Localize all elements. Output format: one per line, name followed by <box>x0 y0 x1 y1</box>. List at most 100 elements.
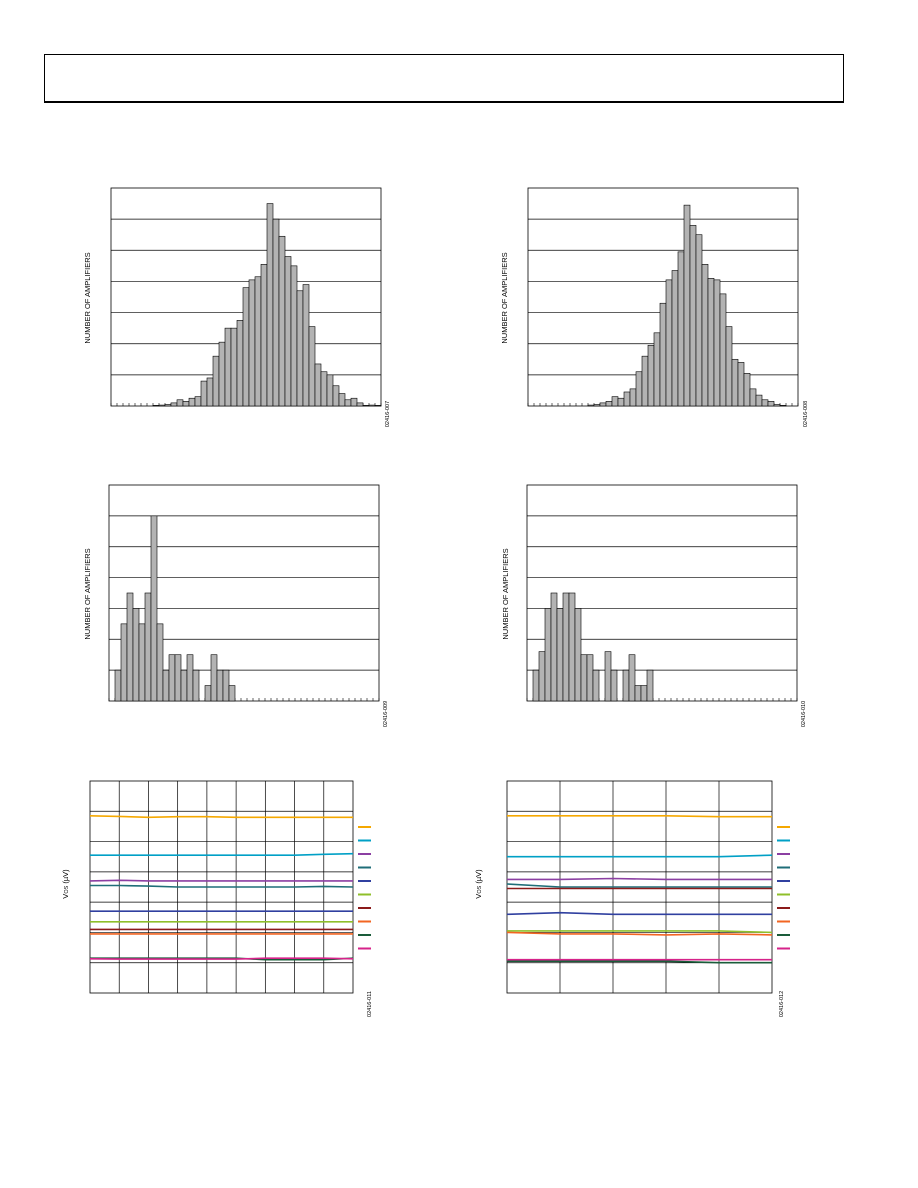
bar <box>640 685 648 702</box>
bar <box>308 326 316 407</box>
bar <box>218 341 226 407</box>
bar <box>222 669 230 702</box>
bar <box>665 279 673 407</box>
bar <box>574 608 582 702</box>
bar <box>224 327 232 407</box>
series-line <box>89 879 353 882</box>
bar <box>344 399 352 407</box>
series-line <box>506 931 773 936</box>
bar <box>188 397 196 407</box>
series-line <box>507 877 772 881</box>
bar <box>374 405 382 407</box>
bar <box>284 256 292 407</box>
bar <box>713 279 721 407</box>
bar <box>174 654 182 702</box>
bar <box>296 290 304 407</box>
bar <box>320 371 328 407</box>
series-line <box>89 957 354 960</box>
bar <box>266 203 274 407</box>
figure-code: 02416-009 <box>383 701 389 727</box>
series-line <box>506 911 772 916</box>
bar <box>248 279 256 407</box>
bar <box>719 293 727 407</box>
bar <box>677 251 685 407</box>
bar <box>647 344 655 407</box>
bar <box>707 278 715 407</box>
bar <box>144 592 152 702</box>
bar <box>653 332 661 407</box>
bar <box>628 654 636 702</box>
bar <box>326 374 334 407</box>
line-chart-2 <box>506 780 790 994</box>
bar <box>180 669 188 702</box>
bar <box>150 515 158 702</box>
bar <box>164 404 172 407</box>
bar <box>236 320 244 407</box>
bar <box>617 397 625 407</box>
bar <box>622 669 630 702</box>
bar <box>604 651 612 702</box>
bar <box>186 654 194 702</box>
histogram-chart-2 <box>527 187 799 407</box>
bar <box>779 405 787 407</box>
bar <box>593 404 601 407</box>
bar <box>314 363 322 407</box>
bar <box>592 669 600 702</box>
bar <box>538 651 546 702</box>
bar <box>132 608 140 702</box>
bar <box>170 402 178 407</box>
series-line <box>90 852 354 857</box>
bar <box>162 669 170 702</box>
bar <box>532 669 540 702</box>
bar <box>158 404 166 407</box>
bar <box>562 592 570 702</box>
bar <box>731 358 739 407</box>
bar <box>176 399 184 407</box>
bar <box>290 265 298 407</box>
bar <box>302 284 310 407</box>
bar <box>641 355 649 407</box>
bar <box>242 287 250 407</box>
bar <box>611 396 619 407</box>
bar <box>580 654 588 702</box>
bar <box>228 685 236 702</box>
bar <box>659 302 667 407</box>
bar <box>272 218 280 407</box>
bar <box>634 685 642 702</box>
bar <box>216 669 224 702</box>
bar <box>212 355 220 407</box>
bar <box>350 397 358 407</box>
bar <box>254 276 262 407</box>
bar <box>120 623 128 702</box>
line-chart-1 <box>89 780 371 994</box>
bar <box>695 234 703 407</box>
bar <box>629 388 637 407</box>
bar <box>200 380 208 407</box>
bar <box>587 404 595 407</box>
bar <box>152 405 160 407</box>
y-axis-label: NUMBER OF AMPLIFIERS <box>501 548 510 639</box>
bar <box>544 608 552 702</box>
bar <box>356 402 364 407</box>
bar <box>689 225 697 407</box>
series-line <box>506 883 772 888</box>
bar <box>556 608 564 702</box>
bar <box>605 401 613 407</box>
bar <box>362 405 370 407</box>
bar <box>646 669 654 702</box>
bar <box>767 401 775 407</box>
bar <box>114 669 122 702</box>
series-line <box>507 960 772 964</box>
bar <box>368 404 376 407</box>
bar <box>683 204 691 407</box>
bar <box>204 685 212 702</box>
bar <box>156 623 164 702</box>
bar <box>610 669 618 702</box>
histogram-chart-3 <box>108 484 380 702</box>
series-line <box>90 884 354 888</box>
y-axis-label: NUMBER OF AMPLIFIERS <box>83 548 92 639</box>
series-line <box>90 957 354 961</box>
bar <box>701 263 709 407</box>
series-line <box>89 815 353 819</box>
bar <box>761 399 769 407</box>
